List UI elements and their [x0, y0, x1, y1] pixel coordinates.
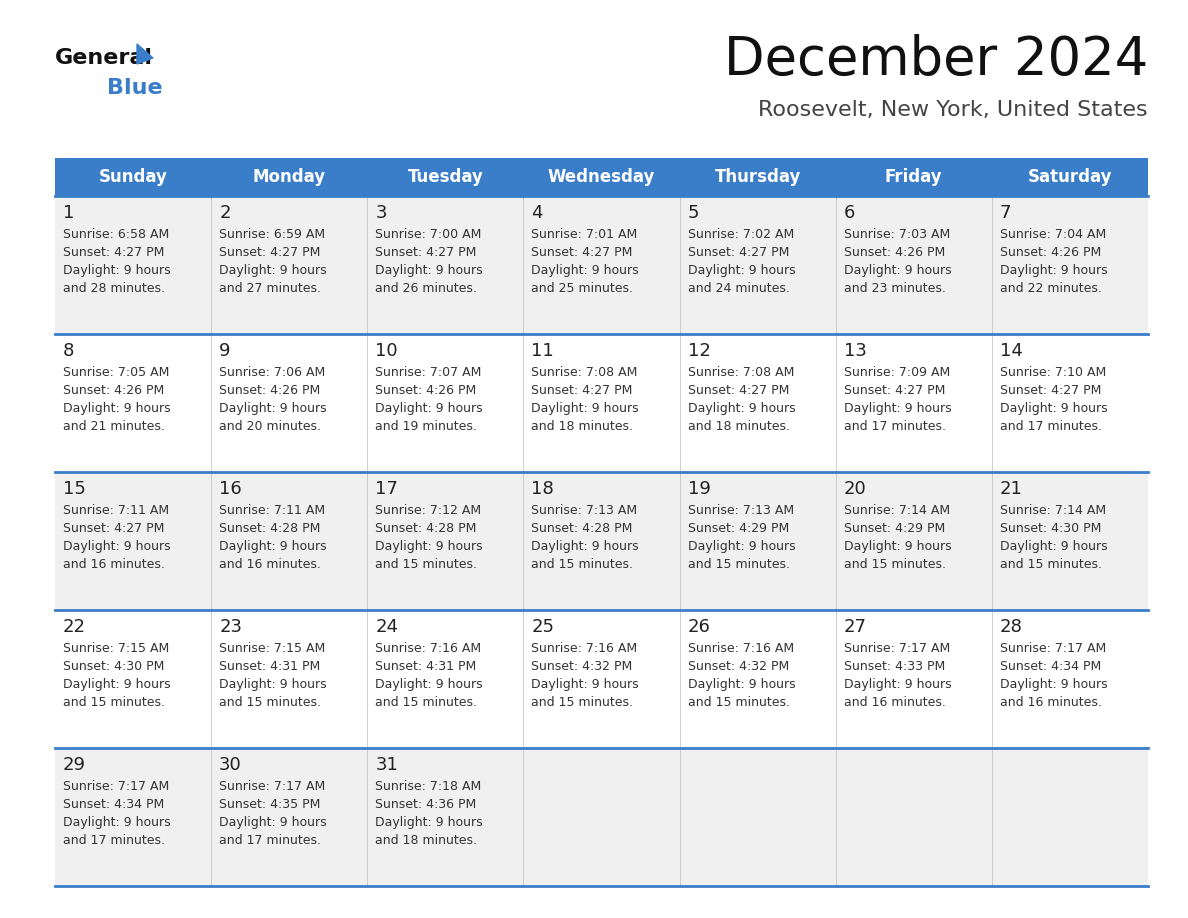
- Text: Sunrise: 7:17 AM
Sunset: 4:34 PM
Daylight: 9 hours
and 17 minutes.: Sunrise: 7:17 AM Sunset: 4:34 PM Dayligh…: [63, 780, 171, 847]
- Text: 31: 31: [375, 756, 398, 774]
- Text: 11: 11: [531, 342, 554, 360]
- Text: Sunrise: 7:10 AM
Sunset: 4:27 PM
Daylight: 9 hours
and 17 minutes.: Sunrise: 7:10 AM Sunset: 4:27 PM Dayligh…: [1000, 366, 1107, 433]
- Text: 29: 29: [63, 756, 86, 774]
- Text: Sunrise: 7:00 AM
Sunset: 4:27 PM
Daylight: 9 hours
and 26 minutes.: Sunrise: 7:00 AM Sunset: 4:27 PM Dayligh…: [375, 228, 482, 295]
- Text: 24: 24: [375, 618, 398, 636]
- Polygon shape: [137, 44, 153, 64]
- Text: 3: 3: [375, 204, 387, 222]
- Text: 13: 13: [843, 342, 866, 360]
- Text: Sunrise: 7:14 AM
Sunset: 4:30 PM
Daylight: 9 hours
and 15 minutes.: Sunrise: 7:14 AM Sunset: 4:30 PM Dayligh…: [1000, 504, 1107, 571]
- Text: Sunrise: 7:04 AM
Sunset: 4:26 PM
Daylight: 9 hours
and 22 minutes.: Sunrise: 7:04 AM Sunset: 4:26 PM Dayligh…: [1000, 228, 1107, 295]
- Text: 27: 27: [843, 618, 867, 636]
- Text: Sunrise: 7:17 AM
Sunset: 4:34 PM
Daylight: 9 hours
and 16 minutes.: Sunrise: 7:17 AM Sunset: 4:34 PM Dayligh…: [1000, 642, 1107, 709]
- Bar: [55, 196, 1148, 334]
- Text: 15: 15: [63, 480, 86, 498]
- Text: Sunrise: 6:58 AM
Sunset: 4:27 PM
Daylight: 9 hours
and 28 minutes.: Sunrise: 6:58 AM Sunset: 4:27 PM Dayligh…: [63, 228, 171, 295]
- Text: Sunrise: 7:06 AM
Sunset: 4:26 PM
Daylight: 9 hours
and 20 minutes.: Sunrise: 7:06 AM Sunset: 4:26 PM Dayligh…: [219, 366, 327, 433]
- Text: Roosevelt, New York, United States: Roosevelt, New York, United States: [758, 100, 1148, 120]
- Text: 14: 14: [1000, 342, 1023, 360]
- Text: 16: 16: [219, 480, 242, 498]
- Text: Sunrise: 7:14 AM
Sunset: 4:29 PM
Daylight: 9 hours
and 15 minutes.: Sunrise: 7:14 AM Sunset: 4:29 PM Dayligh…: [843, 504, 952, 571]
- Text: 7: 7: [1000, 204, 1011, 222]
- Text: 26: 26: [688, 618, 710, 636]
- Text: Wednesday: Wednesday: [548, 168, 656, 186]
- Bar: [55, 334, 1148, 472]
- Text: Blue: Blue: [107, 78, 163, 98]
- Text: Sunrise: 7:13 AM
Sunset: 4:29 PM
Daylight: 9 hours
and 15 minutes.: Sunrise: 7:13 AM Sunset: 4:29 PM Dayligh…: [688, 504, 795, 571]
- Text: Sunrise: 7:05 AM
Sunset: 4:26 PM
Daylight: 9 hours
and 21 minutes.: Sunrise: 7:05 AM Sunset: 4:26 PM Dayligh…: [63, 366, 171, 433]
- Text: 19: 19: [688, 480, 710, 498]
- Text: Sunrise: 7:11 AM
Sunset: 4:27 PM
Daylight: 9 hours
and 16 minutes.: Sunrise: 7:11 AM Sunset: 4:27 PM Dayligh…: [63, 504, 171, 571]
- Text: Sunrise: 7:15 AM
Sunset: 4:30 PM
Daylight: 9 hours
and 15 minutes.: Sunrise: 7:15 AM Sunset: 4:30 PM Dayligh…: [63, 642, 171, 709]
- Text: Friday: Friday: [885, 168, 942, 186]
- Text: 22: 22: [63, 618, 86, 636]
- Text: General: General: [55, 48, 153, 68]
- Text: 5: 5: [688, 204, 699, 222]
- Text: Sunrise: 7:16 AM
Sunset: 4:32 PM
Daylight: 9 hours
and 15 minutes.: Sunrise: 7:16 AM Sunset: 4:32 PM Dayligh…: [688, 642, 795, 709]
- Text: 20: 20: [843, 480, 866, 498]
- Text: Sunrise: 7:07 AM
Sunset: 4:26 PM
Daylight: 9 hours
and 19 minutes.: Sunrise: 7:07 AM Sunset: 4:26 PM Dayligh…: [375, 366, 482, 433]
- Text: 18: 18: [531, 480, 554, 498]
- Bar: [55, 158, 1148, 196]
- Text: Sunrise: 7:02 AM
Sunset: 4:27 PM
Daylight: 9 hours
and 24 minutes.: Sunrise: 7:02 AM Sunset: 4:27 PM Dayligh…: [688, 228, 795, 295]
- Text: Sunrise: 7:01 AM
Sunset: 4:27 PM
Daylight: 9 hours
and 25 minutes.: Sunrise: 7:01 AM Sunset: 4:27 PM Dayligh…: [531, 228, 639, 295]
- Text: 17: 17: [375, 480, 398, 498]
- Text: Sunrise: 7:18 AM
Sunset: 4:36 PM
Daylight: 9 hours
and 18 minutes.: Sunrise: 7:18 AM Sunset: 4:36 PM Dayligh…: [375, 780, 482, 847]
- Text: Tuesday: Tuesday: [407, 168, 484, 186]
- Text: Monday: Monday: [253, 168, 326, 186]
- Text: Sunrise: 7:15 AM
Sunset: 4:31 PM
Daylight: 9 hours
and 15 minutes.: Sunrise: 7:15 AM Sunset: 4:31 PM Dayligh…: [219, 642, 327, 709]
- Text: 28: 28: [1000, 618, 1023, 636]
- Text: 23: 23: [219, 618, 242, 636]
- Text: 2: 2: [219, 204, 230, 222]
- Text: Sunrise: 7:11 AM
Sunset: 4:28 PM
Daylight: 9 hours
and 16 minutes.: Sunrise: 7:11 AM Sunset: 4:28 PM Dayligh…: [219, 504, 327, 571]
- Text: 30: 30: [219, 756, 242, 774]
- Text: Sunrise: 7:08 AM
Sunset: 4:27 PM
Daylight: 9 hours
and 18 minutes.: Sunrise: 7:08 AM Sunset: 4:27 PM Dayligh…: [688, 366, 795, 433]
- Text: Sunrise: 7:03 AM
Sunset: 4:26 PM
Daylight: 9 hours
and 23 minutes.: Sunrise: 7:03 AM Sunset: 4:26 PM Dayligh…: [843, 228, 952, 295]
- Text: 21: 21: [1000, 480, 1023, 498]
- Text: Thursday: Thursday: [714, 168, 801, 186]
- Text: 12: 12: [688, 342, 710, 360]
- Text: Sunrise: 7:17 AM
Sunset: 4:33 PM
Daylight: 9 hours
and 16 minutes.: Sunrise: 7:17 AM Sunset: 4:33 PM Dayligh…: [843, 642, 952, 709]
- Text: Sunrise: 7:12 AM
Sunset: 4:28 PM
Daylight: 9 hours
and 15 minutes.: Sunrise: 7:12 AM Sunset: 4:28 PM Dayligh…: [375, 504, 482, 571]
- Text: 4: 4: [531, 204, 543, 222]
- Text: Sunrise: 7:17 AM
Sunset: 4:35 PM
Daylight: 9 hours
and 17 minutes.: Sunrise: 7:17 AM Sunset: 4:35 PM Dayligh…: [219, 780, 327, 847]
- Text: Sunrise: 6:59 AM
Sunset: 4:27 PM
Daylight: 9 hours
and 27 minutes.: Sunrise: 6:59 AM Sunset: 4:27 PM Dayligh…: [219, 228, 327, 295]
- Text: December 2024: December 2024: [723, 34, 1148, 86]
- Bar: [55, 610, 1148, 748]
- Text: Sunrise: 7:08 AM
Sunset: 4:27 PM
Daylight: 9 hours
and 18 minutes.: Sunrise: 7:08 AM Sunset: 4:27 PM Dayligh…: [531, 366, 639, 433]
- Text: 10: 10: [375, 342, 398, 360]
- Text: Sunrise: 7:16 AM
Sunset: 4:32 PM
Daylight: 9 hours
and 15 minutes.: Sunrise: 7:16 AM Sunset: 4:32 PM Dayligh…: [531, 642, 639, 709]
- Text: 9: 9: [219, 342, 230, 360]
- Text: Sunday: Sunday: [99, 168, 168, 186]
- Text: 8: 8: [63, 342, 75, 360]
- Text: 6: 6: [843, 204, 855, 222]
- Text: 1: 1: [63, 204, 75, 222]
- Text: Sunrise: 7:09 AM
Sunset: 4:27 PM
Daylight: 9 hours
and 17 minutes.: Sunrise: 7:09 AM Sunset: 4:27 PM Dayligh…: [843, 366, 952, 433]
- Text: Saturday: Saturday: [1028, 168, 1112, 186]
- Text: Sunrise: 7:13 AM
Sunset: 4:28 PM
Daylight: 9 hours
and 15 minutes.: Sunrise: 7:13 AM Sunset: 4:28 PM Dayligh…: [531, 504, 639, 571]
- Bar: [55, 472, 1148, 610]
- Text: Sunrise: 7:16 AM
Sunset: 4:31 PM
Daylight: 9 hours
and 15 minutes.: Sunrise: 7:16 AM Sunset: 4:31 PM Dayligh…: [375, 642, 482, 709]
- Bar: [55, 748, 1148, 886]
- Text: 25: 25: [531, 618, 555, 636]
